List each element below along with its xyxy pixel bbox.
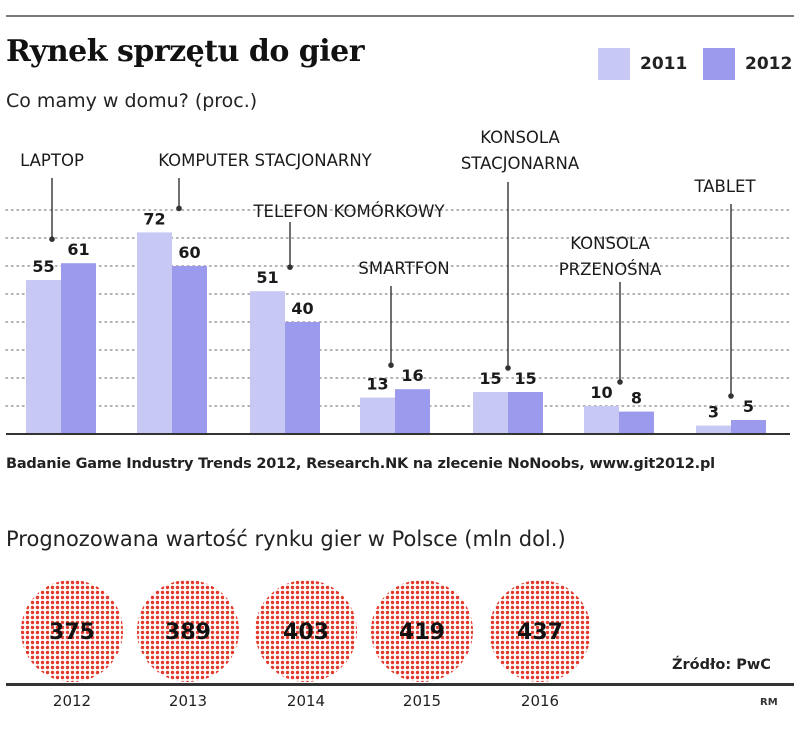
data-label-2011-3: 13 bbox=[366, 375, 388, 394]
bar-2012-1 bbox=[172, 266, 207, 434]
forecast-bubble-2015 bbox=[371, 580, 473, 682]
data-label-2012-3: 16 bbox=[401, 366, 423, 385]
pointer-dot-4 bbox=[505, 365, 511, 371]
page-title: Rynek sprzętu do gier bbox=[6, 34, 365, 69]
pointer-dot-0 bbox=[49, 236, 55, 242]
data-label-2012-6: 5 bbox=[743, 397, 754, 416]
forecast-bubble-2013 bbox=[137, 580, 239, 682]
forecast-title: Prognozowana wartość rynku gier w Polsce… bbox=[6, 527, 566, 551]
legend-label-2011: 2011 bbox=[640, 54, 688, 74]
bar-2011-3 bbox=[360, 397, 395, 434]
data-label-2011-0: 55 bbox=[32, 257, 54, 276]
bar-2012-4 bbox=[508, 392, 543, 434]
category-label-2: TELEFON KOMÓRKOWY bbox=[252, 202, 445, 221]
pointer-dot-6 bbox=[728, 393, 734, 399]
data-label-2012-4: 15 bbox=[514, 369, 536, 388]
bar-2012-6 bbox=[731, 420, 766, 434]
data-label-2011-6: 3 bbox=[708, 403, 719, 422]
forecast-bubbles: 375 2012 389 2013 403 2014 419 2015 437 2016 bbox=[21, 580, 591, 710]
forecast-value-2015: 419 bbox=[399, 620, 445, 645]
pointer-dot-3 bbox=[388, 362, 394, 368]
forecast-year-2016: 2016 bbox=[521, 692, 559, 710]
data-label-2012-1: 60 bbox=[178, 243, 200, 262]
forecast-value-2013: 389 bbox=[165, 620, 211, 645]
bar-2012-3 bbox=[395, 389, 430, 434]
forecast-value-2012: 375 bbox=[49, 620, 95, 645]
category-label-6: TABLET bbox=[693, 177, 756, 196]
forecast-value-2014: 403 bbox=[283, 620, 329, 645]
data-label-2011-1: 72 bbox=[143, 209, 165, 228]
chart-subtitle: Co mamy w domu? (proc.) bbox=[6, 90, 258, 112]
forecast-bubble-2016 bbox=[489, 580, 591, 682]
bar-2011-0 bbox=[26, 280, 61, 434]
bar-2012-2 bbox=[285, 322, 320, 434]
forecast-value-2016: 437 bbox=[517, 620, 563, 645]
bar-2011-4 bbox=[473, 392, 508, 434]
data-label-2011-2: 51 bbox=[256, 268, 278, 287]
bottom-rule bbox=[6, 683, 794, 686]
legend-label-2012: 2012 bbox=[745, 54, 793, 74]
legend-swatch-2012 bbox=[703, 48, 735, 80]
bar-chart: 55 61 LAPTOP 72 60 KOMPUTER STACJONARNY 51 40 TE… bbox=[5, 128, 791, 435]
data-label-2012-2: 40 bbox=[291, 299, 313, 318]
chart-source: Badanie Game Industry Trends 2012, Resea… bbox=[6, 456, 715, 472]
pointer-dot-5 bbox=[617, 379, 623, 385]
legend-swatch-2011 bbox=[598, 48, 630, 80]
data-label-2011-5: 10 bbox=[590, 383, 612, 402]
top-rule bbox=[6, 15, 794, 17]
bar-2011-2 bbox=[250, 291, 285, 434]
forecast-year-2012: 2012 bbox=[53, 692, 91, 710]
author-credit: RM bbox=[760, 697, 778, 708]
category-label-1: KOMPUTER STACJONARNY bbox=[158, 151, 372, 170]
legend-item-2011: 2011 bbox=[598, 46, 687, 82]
forecast-bubble-2014 bbox=[255, 580, 357, 682]
forecast-year-2015: 2015 bbox=[403, 692, 441, 710]
bar-2011-5 bbox=[584, 406, 619, 434]
category-label-0: LAPTOP bbox=[20, 151, 84, 170]
forecast-bubble-2012 bbox=[21, 580, 123, 682]
data-label-2012-0: 61 bbox=[67, 240, 89, 259]
bar-2011-1 bbox=[137, 232, 172, 434]
forecast-source: Źródło: PwC bbox=[672, 657, 771, 673]
bar-2012-0 bbox=[61, 263, 96, 434]
data-label-2012-5: 8 bbox=[631, 389, 642, 408]
category-label-3: SMARTFON bbox=[358, 259, 449, 278]
data-label-2011-4: 15 bbox=[479, 369, 501, 388]
bar-2012-5 bbox=[619, 411, 654, 434]
bar-2011-6 bbox=[696, 425, 731, 434]
forecast-year-2013: 2013 bbox=[169, 692, 207, 710]
pointer-dot-2 bbox=[287, 264, 293, 270]
category-label-4: KONSOLA STACJONARNA bbox=[461, 128, 580, 173]
category-label-5: KONSOLA PRZENOŚNA bbox=[559, 234, 662, 279]
pointer-dot-1 bbox=[176, 205, 182, 212]
legend-item-2012: 2012 bbox=[703, 46, 792, 82]
forecast-year-2014: 2014 bbox=[287, 692, 325, 710]
